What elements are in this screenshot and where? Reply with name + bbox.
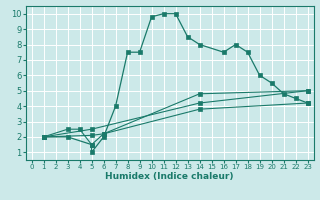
X-axis label: Humidex (Indice chaleur): Humidex (Indice chaleur): [105, 172, 234, 181]
